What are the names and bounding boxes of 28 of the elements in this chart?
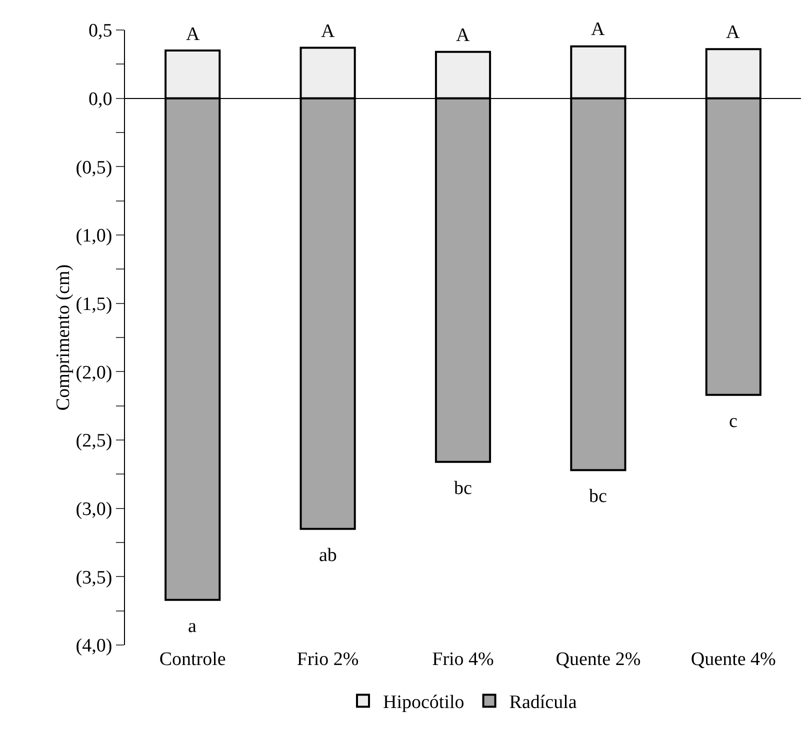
x-tick-label: Quente 4% xyxy=(690,649,776,670)
y-axis-title: Comprimento (cm) xyxy=(52,264,74,411)
annotation: a xyxy=(188,616,197,637)
x-tick-label: Controle xyxy=(159,649,226,670)
legend-label: Hipocótilo xyxy=(383,692,464,714)
annotation: A xyxy=(591,19,605,40)
annotation: A xyxy=(456,25,470,46)
annotation: A xyxy=(186,24,200,45)
annotation: A xyxy=(726,22,740,43)
annotation: bc xyxy=(454,478,472,499)
legend-label: Radícula xyxy=(509,692,578,714)
y-tick-label: 0,5 xyxy=(88,20,112,42)
y-tick-label: (2,5) xyxy=(76,430,112,452)
x-tick-label: Frio 4% xyxy=(432,649,494,670)
annotation: A xyxy=(321,21,335,42)
annotation: c xyxy=(729,411,738,432)
y-tick-label: (1,5) xyxy=(76,294,112,315)
y-tick-label: (0,5) xyxy=(76,157,112,178)
y-tick-label: (3,5) xyxy=(76,567,112,588)
annotation: ab xyxy=(319,545,337,566)
annotation: bc xyxy=(589,486,607,507)
x-tick-label: Frio 2% xyxy=(296,649,359,670)
y-tick-label: 0,0 xyxy=(88,88,112,110)
y-tick-label: (4,0) xyxy=(76,636,112,657)
y-tick-label: (2,0) xyxy=(76,362,112,384)
y-tick-label: (3,0) xyxy=(76,498,112,520)
x-tick-label: Quente 2% xyxy=(556,649,641,670)
y-tick-label: (1,0) xyxy=(76,226,112,247)
